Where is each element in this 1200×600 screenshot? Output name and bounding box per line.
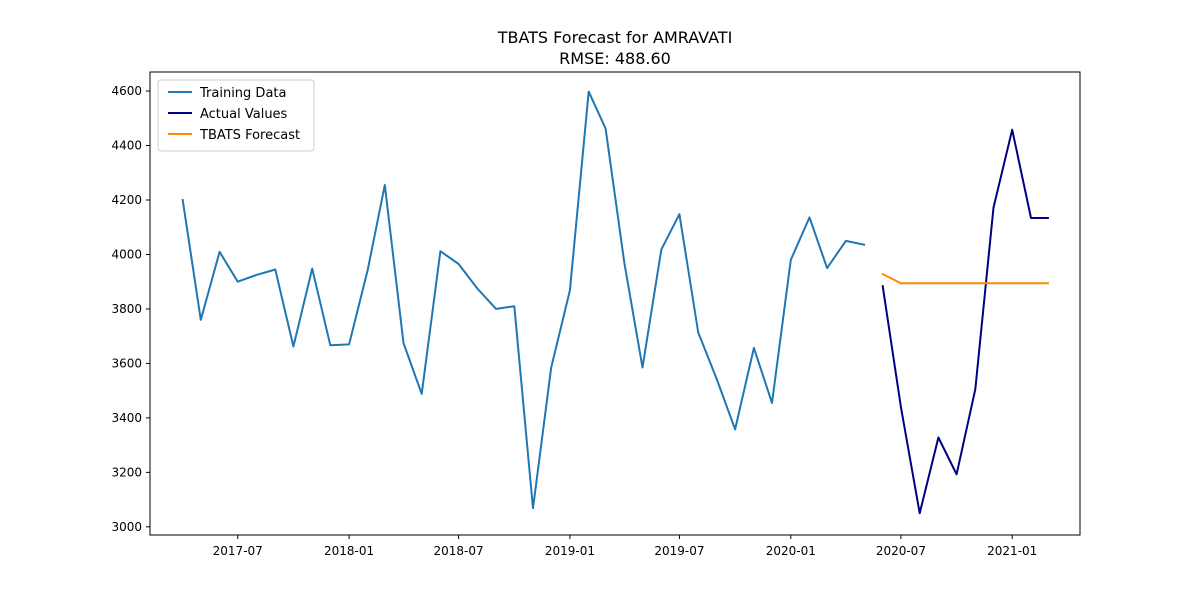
chart-subtitle: RMSE: 488.60 <box>559 49 671 68</box>
legend: Training Data Actual Values TBATS Forecast <box>157 79 315 152</box>
series-layer <box>181 90 1049 515</box>
y-tick-label: 3400 <box>111 411 142 425</box>
axes-layer: 2017-07 2018-01 2018-07 2019-01 2019-07 2020-… <box>111 71 1081 558</box>
y-tick-label: 3200 <box>111 465 142 479</box>
x-tick-label: 2017-07 <box>213 544 263 558</box>
y-tick-label: 3000 <box>111 520 142 534</box>
y-tick-label: 3600 <box>111 356 142 370</box>
x-tick-label: 2019-01 <box>545 544 595 558</box>
series-line-0 <box>181 90 866 510</box>
y-tick-label: 4600 <box>111 84 142 98</box>
x-tick-label: 2019-07 <box>654 544 704 558</box>
x-tick-label: 2020-07 <box>876 544 926 558</box>
y-tick-label: 4400 <box>111 139 142 153</box>
legend-label-2: TBATS Forecast <box>199 128 300 143</box>
x-tick-label: 2020-01 <box>766 544 816 558</box>
legend-box <box>157 79 315 152</box>
x-tick-label: 2021-01 <box>987 544 1037 558</box>
series-line-2 <box>881 272 1049 285</box>
y-tick-label: 4000 <box>111 247 142 261</box>
y-tick-label: 3800 <box>111 302 142 316</box>
legend-label-1: Actual Values <box>200 107 288 122</box>
legend-label-0: Training Data <box>199 86 286 101</box>
x-tick-label: 2018-07 <box>434 544 484 558</box>
x-tick-label: 2018-01 <box>324 544 374 558</box>
plot-frame <box>149 71 1081 536</box>
chart-title: TBATS Forecast for AMRAVATI <box>497 28 733 47</box>
series-line-1 <box>881 128 1049 515</box>
y-tick-label: 4200 <box>111 193 142 207</box>
